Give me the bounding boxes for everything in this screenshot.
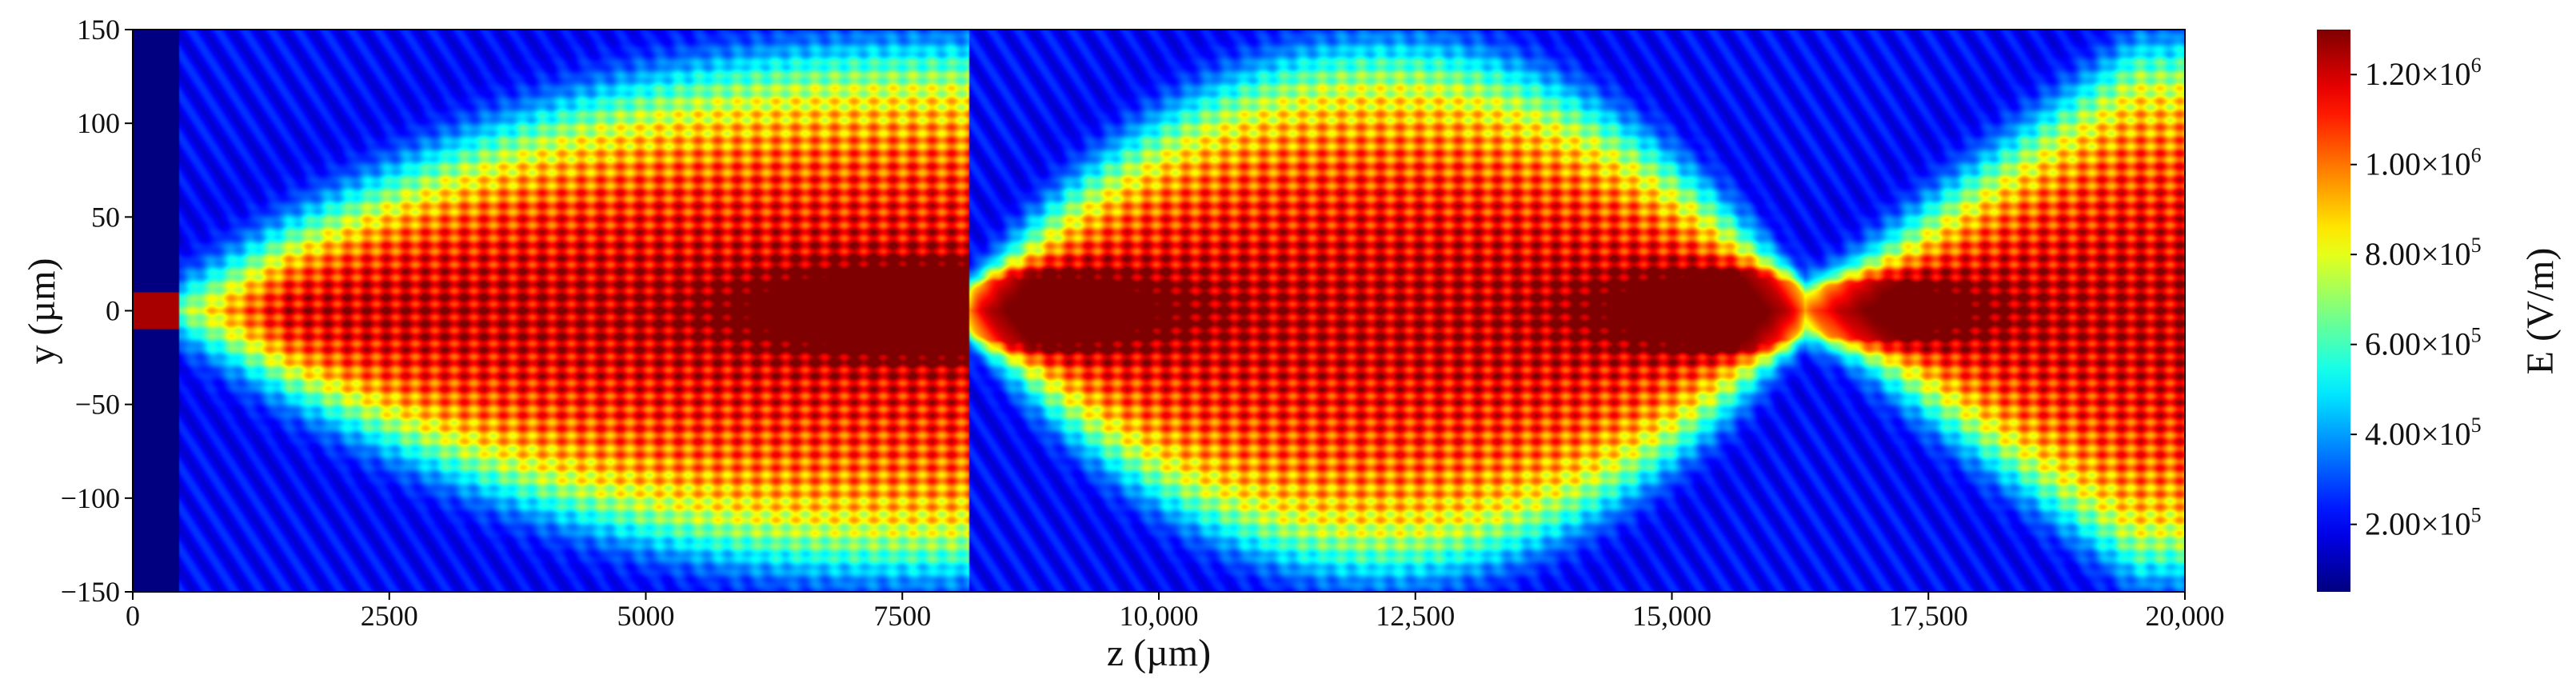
y-axis: 150 100 50 0 −50 −100 −150 (61, 14, 133, 608)
y-tick-label: −150 (61, 576, 120, 608)
x-tick-label: 7500 (873, 600, 931, 632)
y-tick-label: 150 (77, 14, 120, 46)
colorbar-tick-label: 1.20×106 (2365, 54, 2482, 92)
heatmap-image (133, 30, 2185, 592)
colorbar-tick-label: 6.00×105 (2365, 324, 2482, 362)
colorbar-tick-label: 4.00×105 (2365, 413, 2482, 452)
x-tick-label: 0 (126, 600, 140, 632)
y-tick-label: 0 (106, 295, 120, 327)
colorbar: 1.20×106 1.00×106 8.00×105 6.00×105 4.00×105… (2317, 30, 2562, 592)
colorbar-tick-label: 8.00×105 (2365, 234, 2482, 272)
plot-area (132, 29, 2186, 593)
colorbar-ticks: 1.20×106 1.00×106 8.00×105 6.00×105 4.00×105… (2350, 54, 2482, 542)
x-tick-label: 10,000 (1120, 600, 1199, 632)
x-tick-label: 20,000 (2146, 600, 2225, 632)
y-tick-label: −50 (75, 389, 120, 421)
x-tick-label: 12,500 (1376, 600, 1455, 632)
x-tick-label: 17,500 (1889, 600, 1968, 632)
colorbar-tick-label: 2.00×105 (2365, 504, 2482, 542)
colorbar-label: E (V/m) (2519, 248, 2562, 375)
x-tick-label: 15,000 (1632, 600, 1711, 632)
y-tick-label: −100 (61, 482, 120, 514)
x-tick-label: 2500 (361, 600, 418, 632)
y-tick-label: 100 (77, 107, 120, 139)
x-tick-label: 5000 (617, 600, 675, 632)
y-tick-label: 50 (91, 201, 120, 233)
colorbar-tick-label: 1.00×106 (2365, 144, 2482, 182)
x-axis: 0 2500 5000 7500 10,000 12,500 15,000 17,500 20,… (126, 592, 2225, 632)
colorbar-gradient (2317, 30, 2350, 592)
x-axis-label: z (µm) (1107, 632, 1211, 674)
y-axis-label: y (µm) (21, 258, 63, 365)
